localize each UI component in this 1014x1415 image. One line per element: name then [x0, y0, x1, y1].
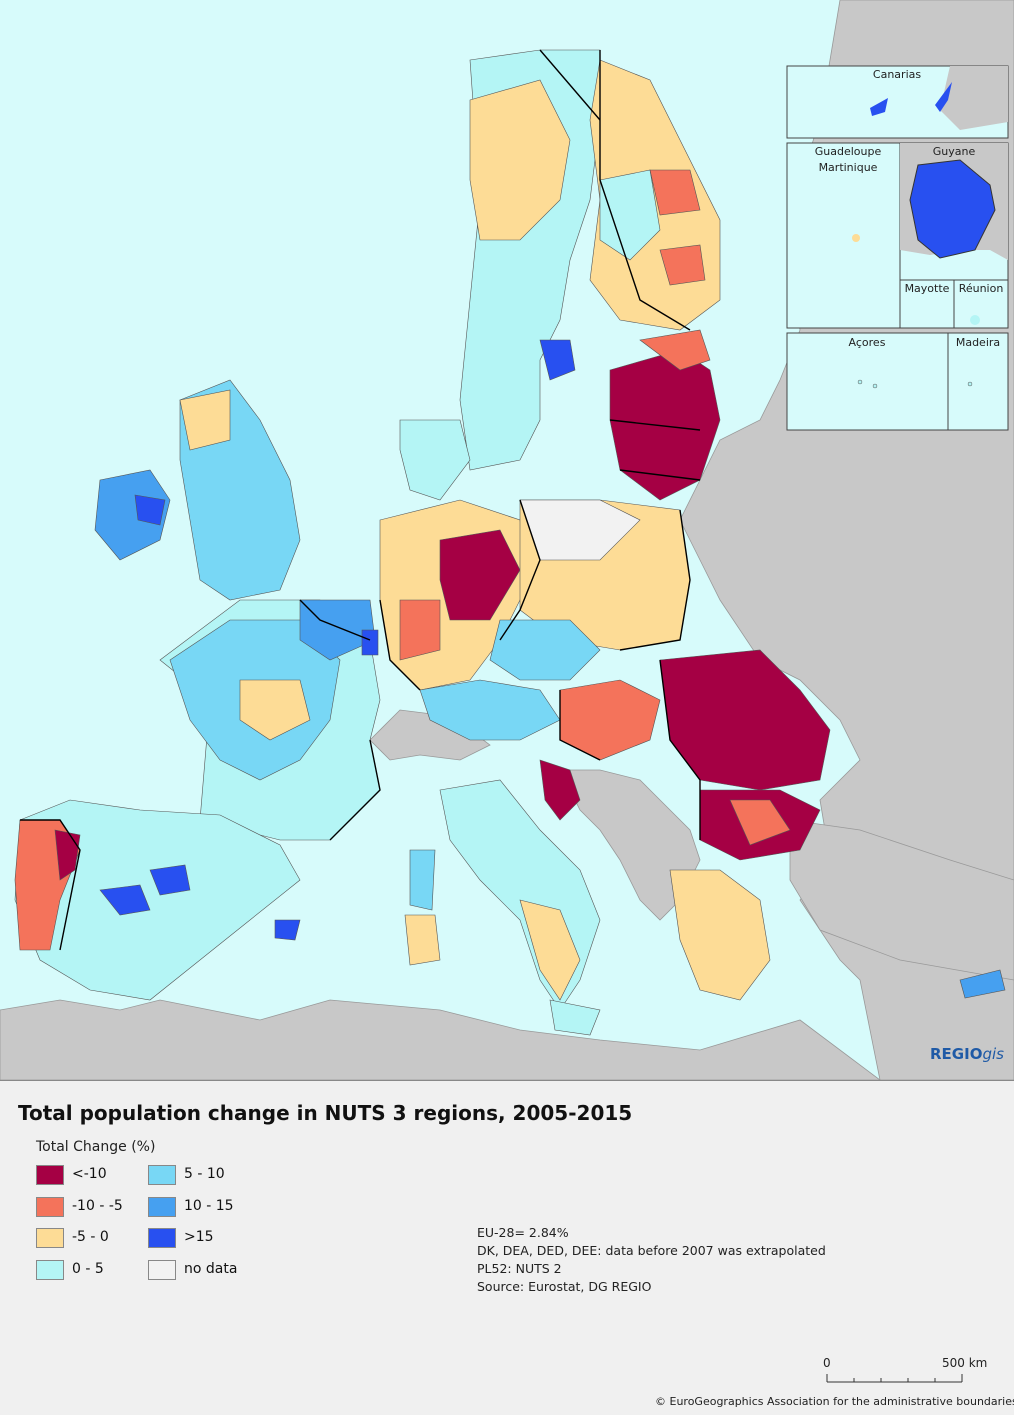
legend-swatch: [36, 1228, 64, 1248]
inset-acores-madeira: Açores Madeira: [786, 332, 1009, 431]
europe-map: Canarias Guadeloupe Martinique Guyane Ma…: [0, 0, 1014, 1080]
national-borders: [20, 49, 701, 951]
note-line: Source: Eurostat, DG REGIO: [477, 1279, 652, 1294]
legend-label: 0 - 5: [72, 1261, 104, 1277]
inset-label-canarias: Canarias: [873, 68, 921, 81]
inset-canarias: Canarias: [786, 65, 1009, 139]
note-line: DK, DEA, DED, DEE: data before 2007 was …: [477, 1243, 826, 1258]
legend-label: >15: [184, 1229, 214, 1245]
legend-swatch: [36, 1165, 64, 1185]
legend-label: -5 - 0: [72, 1229, 109, 1245]
note-line: PL52: NUTS 2: [477, 1261, 562, 1276]
legend-label: no data: [184, 1261, 238, 1277]
legend-swatch: [36, 1260, 64, 1280]
scale-end-label: 500 km: [942, 1356, 988, 1370]
legend-label: 5 - 10: [184, 1166, 225, 1182]
legend-title: Total Change (%): [36, 1139, 156, 1155]
inset-label-reunion: Réunion: [959, 282, 1004, 295]
map-title: Total population change in NUTS 3 region…: [18, 1101, 633, 1125]
copyright-notice: © EuroGeographics Association for the ad…: [655, 1395, 1014, 1408]
inset-label-madeira: Madeira: [956, 336, 1000, 349]
inset-label-guadeloupe: Guadeloupe: [815, 145, 882, 158]
inset-antilles-guyane: Guadeloupe Martinique Guyane Mayotte Réu…: [786, 142, 1009, 329]
legend-label: 10 - 15: [184, 1198, 234, 1214]
scale-ruler: [826, 1374, 963, 1383]
map-notes: EU-28= 2.84% DK, DEA, DED, DEE: data bef…: [477, 1224, 826, 1296]
note-line: EU-28= 2.84%: [477, 1225, 569, 1240]
legend-label: -10 - -5: [72, 1198, 123, 1214]
legend-swatch: [148, 1197, 176, 1217]
legend-swatch: [148, 1228, 176, 1248]
eu-land: [14, 49, 1006, 1036]
scale-bar: 0 500 km: [820, 1356, 990, 1386]
regiogis-logo: REGIOgis: [930, 1045, 1004, 1063]
inset-label-mayotte: Mayotte: [905, 282, 950, 295]
legend-swatch: [148, 1260, 176, 1280]
legend-label: <-10: [72, 1166, 107, 1182]
legend-panel: Total population change in NUTS 3 region…: [0, 1080, 1014, 1415]
legend-swatch: [148, 1165, 176, 1185]
legend-swatch: [36, 1197, 64, 1217]
scale-start-label: 0: [823, 1356, 831, 1370]
inset-label-martinique: Martinique: [819, 161, 878, 174]
inset-label-guyane: Guyane: [933, 145, 976, 158]
inset-label-acores: Açores: [849, 336, 886, 349]
